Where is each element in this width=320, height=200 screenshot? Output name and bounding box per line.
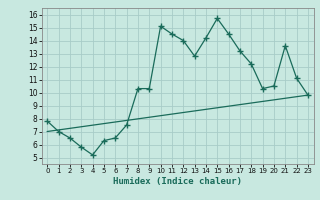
- X-axis label: Humidex (Indice chaleur): Humidex (Indice chaleur): [113, 177, 242, 186]
